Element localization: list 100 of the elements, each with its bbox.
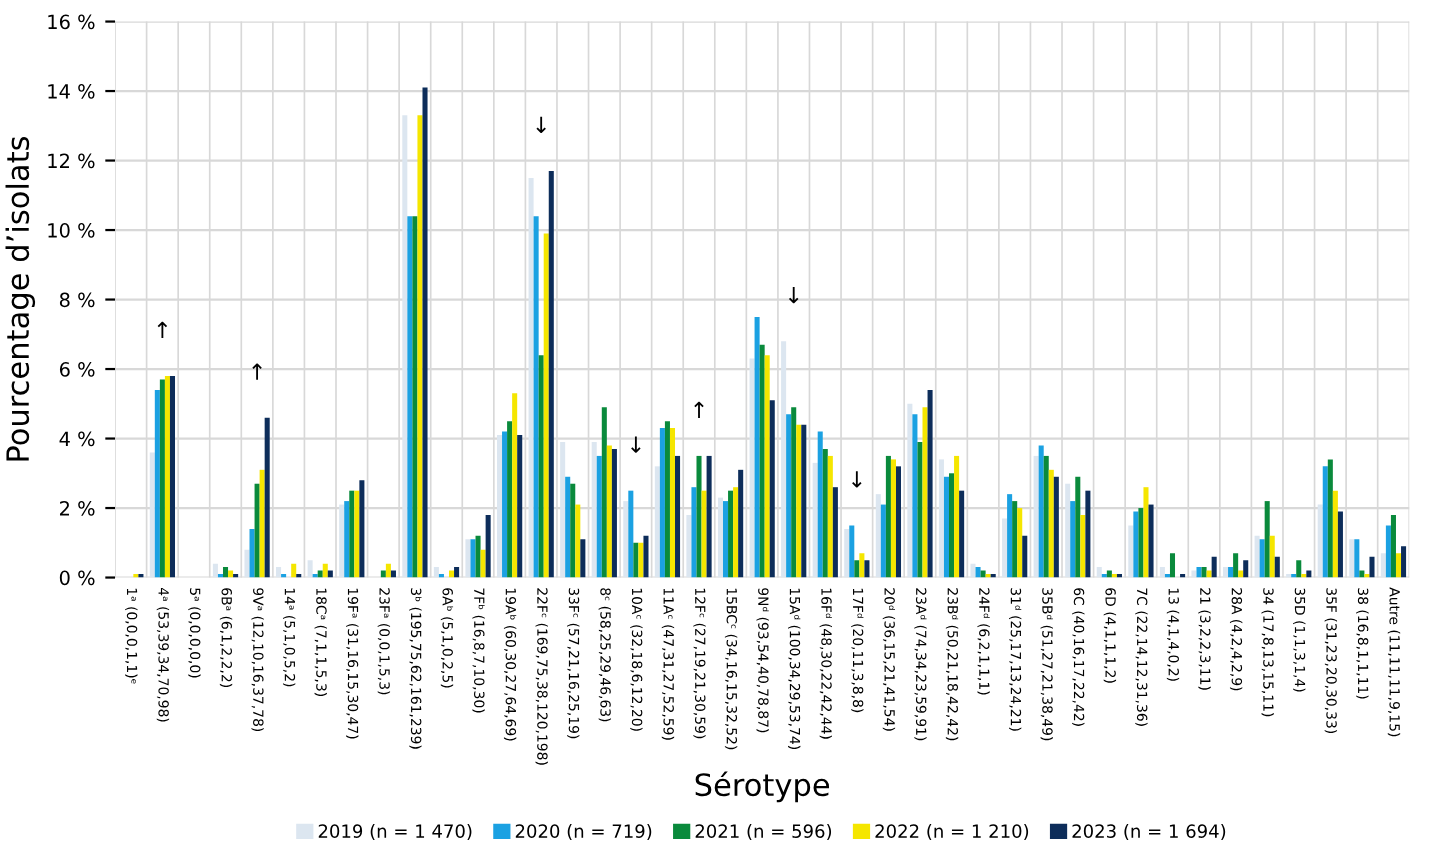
- bar: [954, 455, 960, 578]
- bar: [1048, 469, 1054, 578]
- bar: [528, 177, 534, 578]
- bar: [1033, 455, 1039, 578]
- bar: [749, 358, 755, 578]
- bar: [1017, 508, 1023, 578]
- bar: [1332, 490, 1338, 578]
- y-tick-label: 14 %: [48, 84, 95, 99]
- bar: [786, 414, 792, 578]
- y-tick-label: 16 %: [48, 14, 95, 30]
- bar: [754, 316, 760, 578]
- bar: [638, 542, 644, 578]
- bar: [259, 469, 265, 578]
- bar: [686, 514, 692, 578]
- bar: [1269, 535, 1275, 578]
- bar: [643, 535, 649, 578]
- bar: [454, 567, 460, 578]
- bar: [1223, 567, 1229, 578]
- annotation: ↓: [536, 116, 546, 134]
- y-tick-label: 8 %: [59, 292, 95, 308]
- bar: [548, 170, 554, 578]
- bar: [938, 459, 944, 578]
- bar: [949, 473, 955, 578]
- bar: [764, 355, 770, 578]
- bar: [560, 442, 566, 578]
- bar: [854, 560, 860, 578]
- bar: [322, 563, 328, 578]
- bar: [1243, 560, 1249, 578]
- bar: [254, 483, 260, 578]
- bar: [1349, 539, 1355, 578]
- bar: [701, 490, 707, 578]
- bar: [959, 490, 965, 578]
- bar: [601, 407, 607, 578]
- bar: [975, 567, 981, 578]
- bar: [470, 539, 476, 578]
- annotation: ↓: [631, 436, 641, 453]
- bar: [538, 355, 544, 578]
- y-axis-title: Pourcentage d’isolats: [5, 136, 36, 461]
- bar: [349, 490, 355, 578]
- bar: [827, 455, 833, 578]
- bar: [507, 421, 513, 578]
- bar: [422, 87, 428, 578]
- bar: [781, 341, 787, 578]
- bar: [890, 459, 896, 578]
- bar: [822, 448, 828, 578]
- bar: [1070, 501, 1076, 578]
- bar: [1148, 504, 1154, 578]
- bar: [169, 375, 176, 578]
- bar: [733, 487, 739, 578]
- bar: [1385, 525, 1391, 578]
- bar: [354, 490, 360, 578]
- bar: [543, 233, 549, 578]
- bar: [912, 414, 918, 578]
- bar: [164, 375, 170, 578]
- bar: [1196, 567, 1202, 578]
- annotation: ↓: [852, 471, 862, 488]
- bar: [691, 487, 697, 578]
- bar: [669, 428, 676, 578]
- bar: [1259, 539, 1265, 578]
- bar: [1228, 567, 1234, 578]
- bar: [412, 216, 418, 578]
- bar: [359, 480, 365, 578]
- bar: [738, 469, 744, 578]
- bar: [659, 428, 665, 578]
- bar: [628, 490, 634, 578]
- annotation: ↑: [252, 363, 262, 380]
- bar: [485, 514, 491, 578]
- bar: [817, 431, 823, 578]
- bar: [1395, 553, 1402, 578]
- bar: [970, 563, 976, 578]
- bar: [465, 539, 471, 578]
- bar: [1369, 556, 1375, 578]
- bar: [1296, 560, 1302, 578]
- bar: [1159, 567, 1165, 578]
- bar: [1254, 535, 1260, 578]
- bar: [796, 424, 802, 578]
- bar: [917, 442, 923, 578]
- bar: [264, 417, 270, 578]
- bar: [244, 549, 250, 578]
- bar: [654, 466, 660, 578]
- bar: [502, 431, 508, 578]
- bar: [859, 553, 865, 578]
- bar: [291, 563, 297, 578]
- bar: [696, 455, 702, 578]
- bar: [895, 466, 902, 578]
- bar: [922, 407, 928, 578]
- bar: [154, 389, 160, 578]
- bar: [212, 563, 218, 578]
- bar: [223, 567, 229, 578]
- y-tick-label: 2 %: [59, 501, 95, 516]
- bar: [570, 483, 576, 578]
- bar: [591, 442, 597, 578]
- bar: [159, 379, 165, 578]
- bar: [723, 501, 729, 578]
- bar: [496, 435, 503, 578]
- bar: [1080, 514, 1086, 578]
- bar: [606, 445, 612, 578]
- annotation: ↑: [694, 401, 704, 418]
- bar: [596, 455, 602, 578]
- bar: [832, 487, 838, 578]
